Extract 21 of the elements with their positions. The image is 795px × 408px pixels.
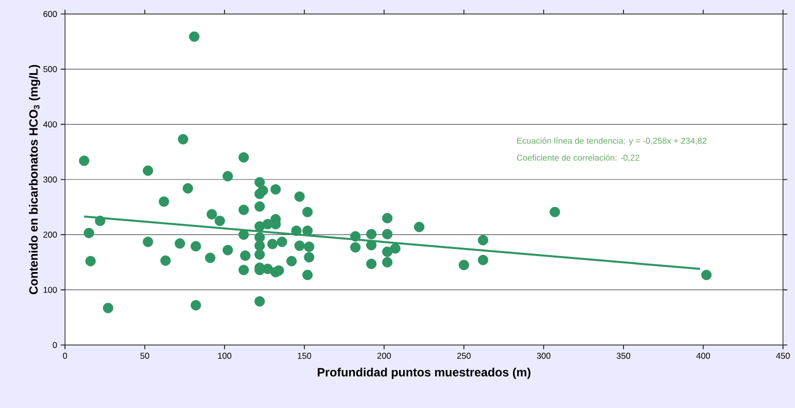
annotation: Ecuación línea de tendencia: y = -0,258x + 234,82 [517, 137, 706, 146]
x-tick-label: 100 [218, 352, 232, 359]
x-tick-label: 250 [457, 352, 471, 359]
y-tick-label: 200 [43, 232, 57, 238]
x-tick-label: 200 [377, 352, 391, 359]
x-tick-label: 400 [696, 352, 710, 359]
y-tick-label: 400 [43, 121, 57, 128]
y-tick-label: 500 [43, 66, 57, 72]
x-tick-label: 350 [616, 352, 630, 359]
x-tick-label: 150 [298, 352, 312, 359]
y-tick-label: 300 [43, 176, 57, 183]
x-tick-label: 300 [536, 352, 550, 359]
x-tick-label: 0 [62, 352, 68, 359]
y-axis-title: Contenido en bicarbonatos HCO$_{3}$ (mg/L) [28, 64, 40, 294]
annotation: Coeficiente de correlación: -0,22 [517, 154, 640, 162]
y-tick-label: 100 [44, 286, 57, 293]
x-tick-label: 50 [140, 352, 150, 359]
x-tick-label: 450 [776, 352, 790, 359]
x-axis-title: Profundidad puntos muestreados (m) [318, 368, 530, 379]
y-tick-label: 600 [43, 11, 57, 18]
y-tick-label: 0 [52, 342, 57, 348]
